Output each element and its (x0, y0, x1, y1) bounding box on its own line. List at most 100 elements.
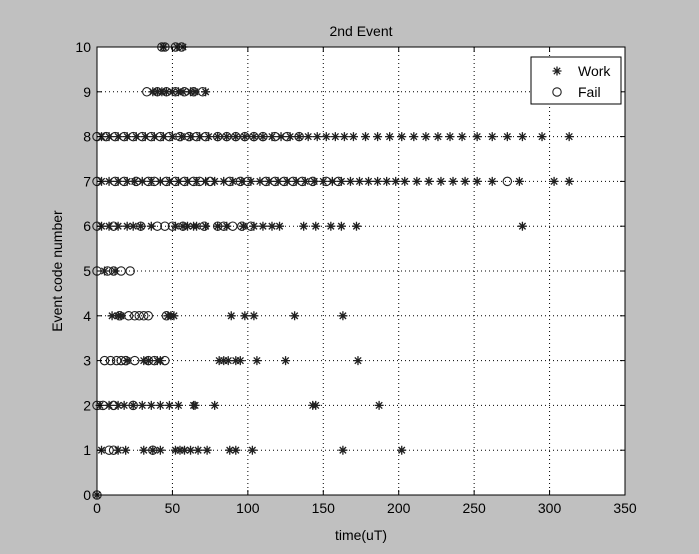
point-work (514, 176, 524, 186)
point-work (137, 176, 147, 186)
point-work (327, 176, 337, 186)
point-fail (261, 176, 271, 187)
point-work (219, 356, 229, 366)
point-fail (111, 355, 122, 366)
axis-ticks (96, 46, 626, 496)
point-work (502, 132, 512, 142)
point-fail (129, 355, 140, 366)
point-fail (123, 311, 134, 321)
point-work (397, 445, 407, 455)
point-work (374, 400, 384, 410)
point-work (400, 176, 410, 186)
point-work (231, 132, 241, 142)
series-fail (92, 42, 513, 500)
point-work (195, 132, 205, 142)
point-work (433, 132, 443, 142)
point-work (170, 445, 180, 455)
point-work (214, 356, 224, 366)
point-fail (149, 176, 160, 187)
point-work (164, 176, 174, 186)
point-work (339, 132, 349, 142)
point-fail (120, 355, 131, 366)
point-fail (258, 131, 268, 142)
point-work (122, 356, 132, 366)
point-fail (116, 355, 126, 366)
point-work (223, 356, 233, 366)
point-fail (191, 131, 202, 142)
point-work (226, 311, 236, 321)
point-work (146, 221, 156, 231)
point-work (155, 445, 165, 455)
y-tick-label: 7 (83, 173, 91, 189)
point-work (385, 132, 395, 142)
point-work (255, 176, 265, 186)
point-work (460, 176, 470, 186)
point-work (119, 400, 129, 410)
point-work (213, 221, 223, 231)
point-work (104, 176, 114, 186)
point-work (321, 132, 331, 142)
point-work (237, 176, 247, 186)
point-fail (170, 176, 181, 187)
point-fail (321, 176, 332, 187)
point-fail (148, 445, 158, 455)
y-tick-label: 6 (83, 218, 91, 234)
x-axis-label: time(uT) (335, 527, 387, 543)
x-tick-label: 350 (613, 500, 637, 516)
tick-labels: 0 50 100 150 200 250 300 350 0 1 2 3 4 5 6 7 8 9 10 (75, 39, 636, 516)
point-fail (194, 176, 205, 187)
point-work (412, 176, 422, 186)
point-work (311, 400, 321, 410)
point-work (249, 311, 259, 321)
point-fail (161, 311, 172, 321)
point-work (345, 176, 355, 186)
point-work (178, 87, 188, 97)
data-points (92, 42, 574, 500)
point-fail (149, 355, 160, 366)
point-work (155, 400, 165, 410)
point-work (158, 132, 168, 142)
point-work (167, 132, 177, 142)
chart-title: 2nd Event (329, 23, 392, 39)
y-tick-label: 0 (83, 487, 91, 503)
point-work (128, 400, 138, 410)
legend: Work Fail (530, 56, 622, 105)
point-fail (270, 131, 280, 142)
point-work (281, 356, 291, 366)
point-work (193, 445, 203, 455)
point-work (291, 176, 301, 186)
point-fail (297, 176, 307, 187)
point-fail (142, 87, 152, 97)
y-tick-label: 2 (83, 397, 91, 413)
point-fail (108, 400, 119, 411)
point-work (155, 176, 165, 186)
point-work (148, 445, 158, 455)
point-work (247, 445, 257, 455)
point-work (267, 132, 277, 142)
point-work (472, 176, 482, 186)
point-work (146, 400, 156, 410)
point-work (294, 132, 304, 142)
point-work (424, 176, 434, 186)
point-work (249, 132, 259, 142)
legend-box (530, 56, 622, 105)
y-tick-label: 4 (83, 308, 91, 324)
point-work (176, 132, 186, 142)
point-work (235, 356, 245, 366)
point-fail (184, 131, 194, 142)
point-work (110, 266, 120, 276)
point-fail (137, 131, 148, 142)
point-work (228, 176, 238, 186)
point-work (421, 132, 431, 142)
point-work (238, 221, 248, 231)
point-fail (108, 266, 119, 276)
point-work (128, 221, 138, 231)
point-fail (502, 176, 513, 187)
point-work (457, 132, 467, 142)
point-work (338, 311, 348, 321)
point-work (170, 221, 180, 231)
x-tick-label: 300 (538, 500, 562, 516)
y-tick-label: 8 (83, 129, 91, 145)
point-work (186, 445, 196, 455)
point-fail (160, 221, 170, 231)
